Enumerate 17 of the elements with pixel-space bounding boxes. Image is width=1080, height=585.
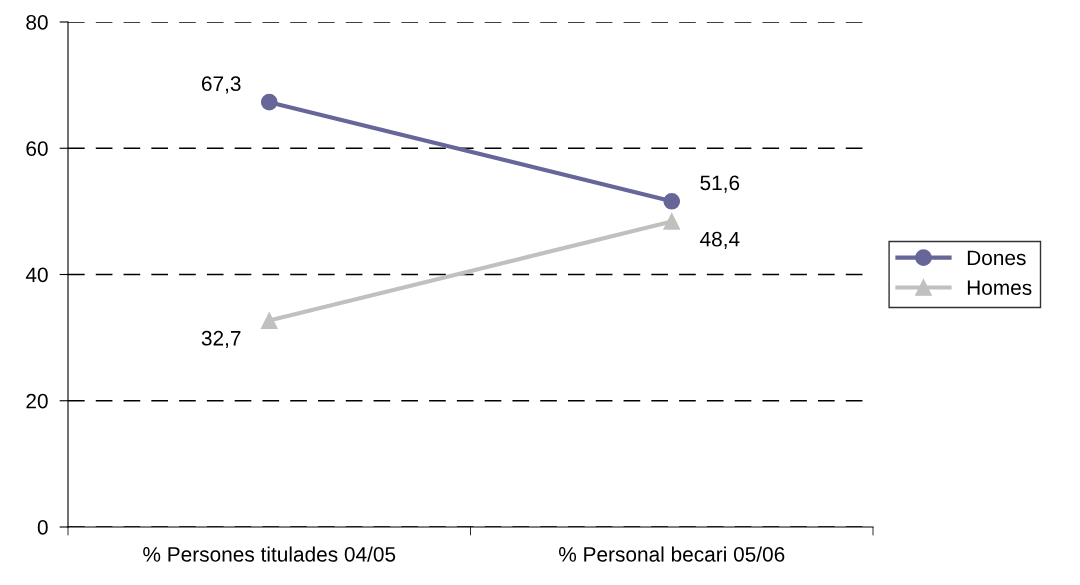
y-tick-label: 60 [26,141,48,156]
data-label: 67,3 [201,76,241,94]
y-tick-label: 40 [25,267,48,283]
point [260,93,278,111]
data-label: 48,4 [700,231,740,249]
x-tick-label: % Persones titulades 04/05 [143,546,396,562]
x-tick-label: % Personal becari 05/06 [559,546,785,562]
data-label: 32,7 [201,330,241,349]
point [663,192,681,210]
data-label: 51,6 [700,175,740,193]
y-tick-label: 80 [26,15,48,30]
point [260,312,278,329]
point [663,213,681,230]
y-tick-label: 20 [26,393,48,409]
y-tick-label: 0 [37,520,48,535]
legend-label: Dones [967,250,1026,266]
legend-label: Homes [967,280,1032,296]
